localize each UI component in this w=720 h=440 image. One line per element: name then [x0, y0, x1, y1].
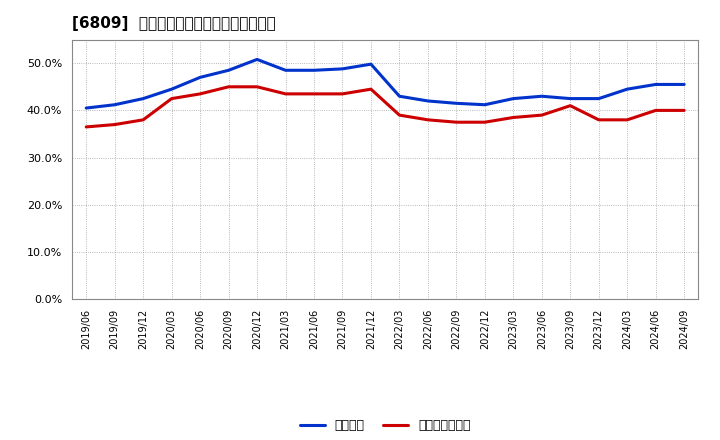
Legend: 固定比率, 固定長期適合率: 固定比率, 固定長期適合率 [294, 414, 476, 437]
固定比率 [310, 68, 318, 73]
固定長期適合率 [395, 113, 404, 118]
固定比率 [623, 87, 631, 92]
固定長期適合率 [366, 87, 375, 92]
固定長期適合率 [680, 108, 688, 113]
固定長期適合率 [110, 122, 119, 127]
固定長期適合率 [338, 91, 347, 96]
Text: [6809]  固定比率、固定長期適合率の推移: [6809] 固定比率、固定長期適合率の推移 [72, 16, 276, 32]
固定長期適合率 [196, 91, 204, 96]
固定比率 [423, 98, 432, 103]
固定長期適合率 [652, 108, 660, 113]
固定比率 [452, 101, 461, 106]
固定比率 [680, 82, 688, 87]
Line: 固定比率: 固定比率 [86, 59, 684, 108]
固定長期適合率 [167, 96, 176, 101]
固定比率 [253, 57, 261, 62]
固定比率 [225, 68, 233, 73]
固定比率 [82, 106, 91, 111]
固定比率 [509, 96, 518, 101]
固定比率 [338, 66, 347, 72]
固定長期適合率 [225, 84, 233, 89]
Line: 固定長期適合率: 固定長期適合率 [86, 87, 684, 127]
固定比率 [537, 94, 546, 99]
固定長期適合率 [282, 91, 290, 96]
固定比率 [395, 94, 404, 99]
固定長期適合率 [253, 84, 261, 89]
固定比率 [595, 96, 603, 101]
固定長期適合率 [509, 115, 518, 120]
固定比率 [480, 102, 489, 107]
固定比率 [282, 68, 290, 73]
固定比率 [167, 87, 176, 92]
固定長期適合率 [566, 103, 575, 108]
固定長期適合率 [139, 117, 148, 122]
固定長期適合率 [623, 117, 631, 122]
固定比率 [652, 82, 660, 87]
固定比率 [566, 96, 575, 101]
固定比率 [366, 62, 375, 67]
固定長期適合率 [452, 120, 461, 125]
固定比率 [110, 102, 119, 107]
固定長期適合率 [82, 124, 91, 129]
固定長期適合率 [423, 117, 432, 122]
固定長期適合率 [595, 117, 603, 122]
固定長期適合率 [480, 120, 489, 125]
固定比率 [196, 75, 204, 80]
固定長期適合率 [310, 91, 318, 96]
固定比率 [139, 96, 148, 101]
固定長期適合率 [537, 113, 546, 118]
